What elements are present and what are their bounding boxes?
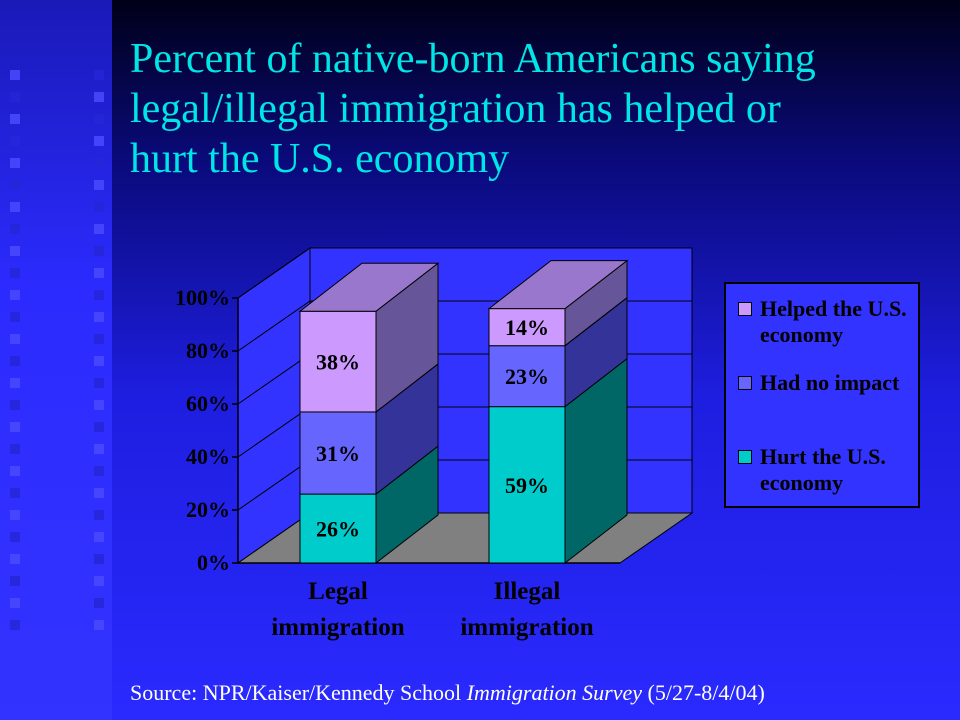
decorative-square xyxy=(94,334,104,344)
x-category-label: immigration xyxy=(460,614,593,641)
decorative-square xyxy=(94,312,104,322)
title-line-1: Percent of native-born Americans saying xyxy=(130,36,816,82)
y-tick-label: 60% xyxy=(186,391,230,416)
decorative-square xyxy=(10,290,20,300)
bar-segment xyxy=(488,406,566,564)
decorative-square xyxy=(10,224,20,234)
bar-segment xyxy=(299,493,377,564)
data-label: 26% xyxy=(316,517,360,542)
decorative-square xyxy=(10,400,20,410)
decorative-square xyxy=(94,290,104,300)
decorative-square xyxy=(94,422,104,432)
y-tick-label: 40% xyxy=(186,444,230,469)
decorative-square xyxy=(94,202,104,212)
decorative-square xyxy=(10,334,20,344)
decorative-square xyxy=(10,378,20,388)
decorative-square xyxy=(94,620,104,630)
decorative-square xyxy=(94,136,104,146)
decorative-square xyxy=(94,356,104,366)
data-label: 14% xyxy=(505,315,549,340)
decorative-square xyxy=(10,488,20,498)
decorative-square xyxy=(10,422,20,432)
decorative-square xyxy=(94,158,104,168)
x-category-label: immigration xyxy=(271,614,404,641)
decorative-square xyxy=(94,246,104,256)
decorative-square xyxy=(10,554,20,564)
y-tick-label: 100% xyxy=(175,285,230,310)
chart-legend: Helped the U.S. economy Had no impact Hu… xyxy=(724,282,920,508)
decorative-square xyxy=(10,268,20,278)
decorative-square xyxy=(94,114,104,124)
decorative-square xyxy=(10,510,20,520)
decorative-square xyxy=(94,224,104,234)
legend-swatch-helped xyxy=(738,302,752,316)
decorative-square xyxy=(10,576,20,586)
decorative-squares-right xyxy=(94,70,104,642)
chart-side-wall xyxy=(237,247,311,564)
decorative-square xyxy=(94,532,104,542)
bar-top xyxy=(487,260,629,310)
y-tick-label: 80% xyxy=(186,338,230,363)
legend-swatch-no-impact xyxy=(738,376,752,390)
x-category-label: Legal xyxy=(308,578,368,605)
source-survey-name: Immigration Survey xyxy=(466,680,643,705)
bar-segment xyxy=(299,310,377,413)
y-tick-label: 20% xyxy=(186,497,230,522)
decorative-square xyxy=(94,400,104,410)
decorative-square xyxy=(94,70,104,80)
decorative-square xyxy=(94,554,104,564)
data-label: 23% xyxy=(505,364,549,389)
bar-segment xyxy=(488,308,566,347)
legend-label-helped: Helped the U.S. economy xyxy=(760,296,907,347)
decorative-square xyxy=(10,114,20,124)
source-prefix: Source: NPR/Kaiser/Kennedy School xyxy=(130,680,467,705)
legend-label-no-impact: Had no impact xyxy=(760,370,900,395)
source-note: Source: NPR/Kaiser/Kennedy School Immigr… xyxy=(130,680,765,706)
decorative-square xyxy=(10,158,20,168)
legend-swatch-hurt xyxy=(738,450,752,464)
bar-segment xyxy=(299,411,377,495)
decorative-square xyxy=(10,532,20,542)
decorative-square xyxy=(10,620,20,630)
decorative-square xyxy=(94,92,104,102)
legend-label-hurt: Hurt the U.S. economy xyxy=(760,444,886,495)
decorative-square xyxy=(94,488,104,498)
decorative-square xyxy=(94,466,104,476)
gridline xyxy=(237,247,692,299)
decorative-square xyxy=(10,312,20,322)
data-label: 31% xyxy=(316,441,360,466)
decorative-square xyxy=(10,356,20,366)
decorative-square xyxy=(94,180,104,190)
decorative-square xyxy=(94,444,104,454)
decorative-square xyxy=(10,70,20,80)
decorative-square xyxy=(10,444,20,454)
decorative-square xyxy=(10,92,20,102)
decorative-square xyxy=(10,180,20,190)
decorative-square xyxy=(10,246,20,256)
title-line-2: legal/illegal immigration has helped or xyxy=(130,86,781,132)
decorative-square xyxy=(10,136,20,146)
data-label: 59% xyxy=(505,473,549,498)
bar-segment xyxy=(488,345,566,408)
title-line-3: hurt the U.S. economy xyxy=(130,136,510,182)
source-dates: (5/27-8/4/04) xyxy=(642,680,765,705)
page-title: Percent of native-born Americans saying … xyxy=(130,34,930,184)
decorative-square xyxy=(94,576,104,586)
decorative-square xyxy=(10,202,20,212)
x-category-label: Illegal xyxy=(494,578,561,605)
decorative-square xyxy=(10,598,20,608)
decorative-square xyxy=(94,378,104,388)
decorative-square xyxy=(94,598,104,608)
decorative-square xyxy=(10,466,20,476)
decorative-squares-left xyxy=(10,70,20,642)
decorative-square xyxy=(94,510,104,520)
decorative-square xyxy=(94,268,104,278)
y-tick-label: 0% xyxy=(197,550,230,575)
data-label: 38% xyxy=(316,350,360,375)
bar-top xyxy=(298,262,440,312)
